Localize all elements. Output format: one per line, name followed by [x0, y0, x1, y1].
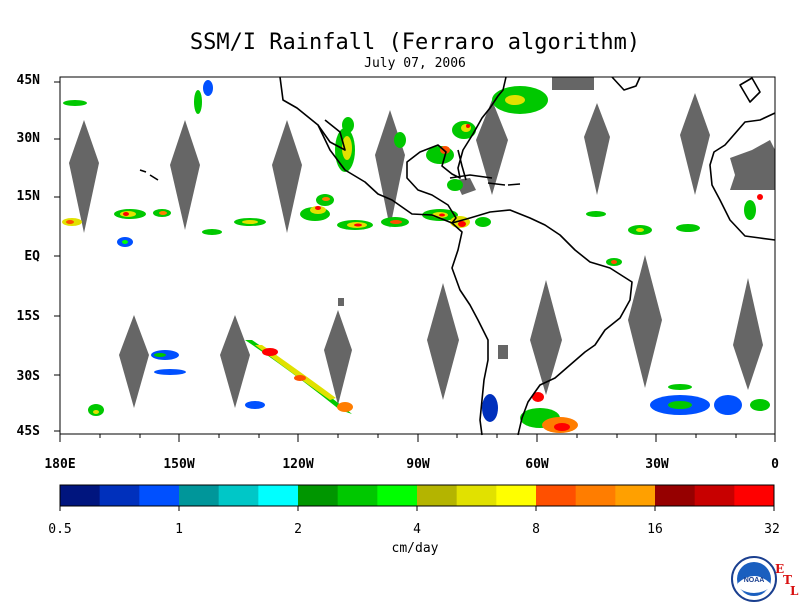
colorbar-swatch: [179, 485, 220, 506]
colorbar-swatch: [575, 485, 616, 506]
colorbar-label: 2: [294, 522, 302, 537]
greenland-coast: [611, 76, 641, 91]
lat-label-30n: 30N: [16, 131, 40, 146]
map-date: July 07, 2006: [364, 56, 466, 71]
colorbar-label: 0.5: [48, 522, 72, 537]
swath-gap: [375, 110, 405, 228]
swath-gap: [680, 93, 710, 195]
lat-label-45s: 45S: [16, 424, 40, 439]
lon-label-90w: 90W: [406, 457, 430, 472]
swath-gap: [427, 283, 459, 400]
lat-label-eq: EQ: [24, 249, 40, 264]
rainfall-map: [54, 76, 776, 442]
noaa-logo: NOAA: [731, 556, 777, 602]
map-title: SSM/I Rainfall (Ferraro algorithm): [189, 30, 641, 55]
baja-coast: [317, 119, 346, 151]
colorbar-units: cm/day: [391, 541, 439, 556]
lon-label-120w: 120W: [282, 457, 314, 472]
swath-gap: [584, 103, 610, 195]
colorbar-label: 8: [532, 522, 540, 537]
colorbar-label: 1: [175, 522, 183, 537]
colorbar: [59, 484, 775, 511]
colorbar-label: 32: [764, 522, 780, 537]
lat-label-15n: 15N: [16, 189, 40, 204]
southern-rain-bands: [88, 340, 770, 433]
colorbar-swatch: [615, 485, 656, 506]
gulf-and-atlantic-rain: [63, 80, 548, 191]
colorbar-swatch: [298, 485, 339, 506]
colorbar-swatch: [99, 485, 140, 506]
lon-label-30w: 30W: [645, 457, 669, 472]
colorbar-swatch: [417, 485, 458, 506]
colorbar-swatch: [496, 485, 537, 506]
axis-ticks: [54, 81, 776, 442]
british-isles-coast: [739, 77, 761, 103]
swath-gap: [119, 315, 149, 408]
itcz-rain-band: [62, 194, 763, 266]
colorbar-swatch: [456, 485, 497, 506]
swath-gap: [733, 278, 763, 390]
swath-gap: [476, 100, 508, 195]
colorbar-swatch: [536, 485, 577, 506]
colorbar-swatch: [734, 485, 775, 506]
colorbar-swatch: [377, 485, 418, 506]
colorbar-swatch: [60, 485, 101, 506]
rainfall-patches: [62, 80, 770, 433]
colorbar-label: 16: [647, 522, 663, 537]
etl-letter-e: E: [775, 562, 785, 576]
colorbar-ticks: [59, 506, 775, 511]
swath-gap: [272, 120, 302, 233]
colorbar-swatch: [655, 485, 696, 506]
lon-label-180e: 180E: [44, 457, 76, 472]
south-america-coast: [451, 209, 633, 436]
swath-gap: [628, 255, 662, 388]
noaa-logo-text: NOAA: [744, 577, 765, 584]
swath-gap: [69, 120, 99, 233]
hawaii-islands: [139, 169, 159, 181]
colorbar-swatch: [337, 485, 378, 506]
north-america-coast: [279, 76, 507, 224]
colorbar-label: 4: [413, 522, 421, 537]
swath-gap: [170, 120, 200, 230]
lon-label-150w: 150W: [163, 457, 195, 472]
lat-label-30s: 30S: [16, 369, 40, 384]
lon-label-60w: 60W: [525, 457, 549, 472]
swath-gap: [324, 310, 352, 405]
lat-label-15s: 15S: [16, 309, 40, 324]
etl-letter-l: L: [790, 584, 799, 598]
colorbar-swatches: [60, 485, 775, 506]
caribbean-islands: [449, 174, 521, 186]
etl-letter-t: T: [783, 573, 792, 587]
colorbar-swatch: [258, 485, 299, 506]
coastlines: [139, 76, 776, 436]
europe-africa-coast: [709, 112, 776, 241]
lon-label-0: 0: [771, 457, 779, 472]
colorbar-swatch: [218, 485, 259, 506]
swath-gap: [220, 315, 250, 408]
lat-label-45n: 45N: [16, 73, 40, 88]
colorbar-swatch: [139, 485, 180, 506]
swath-gap: [530, 280, 562, 395]
map-frame: [59, 76, 776, 435]
colorbar-swatch: [694, 485, 735, 506]
